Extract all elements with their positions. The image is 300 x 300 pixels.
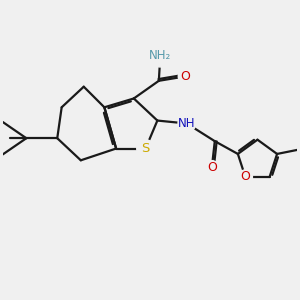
Circle shape	[205, 160, 219, 175]
Circle shape	[149, 45, 172, 67]
Text: NH: NH	[178, 117, 196, 130]
Circle shape	[178, 69, 192, 83]
Text: O: O	[207, 161, 217, 174]
Text: O: O	[180, 70, 190, 83]
Text: O: O	[240, 170, 250, 184]
Text: S: S	[141, 142, 150, 155]
Circle shape	[178, 115, 196, 132]
Text: NH₂: NH₂	[149, 49, 171, 62]
Circle shape	[238, 170, 252, 184]
Circle shape	[137, 140, 154, 158]
